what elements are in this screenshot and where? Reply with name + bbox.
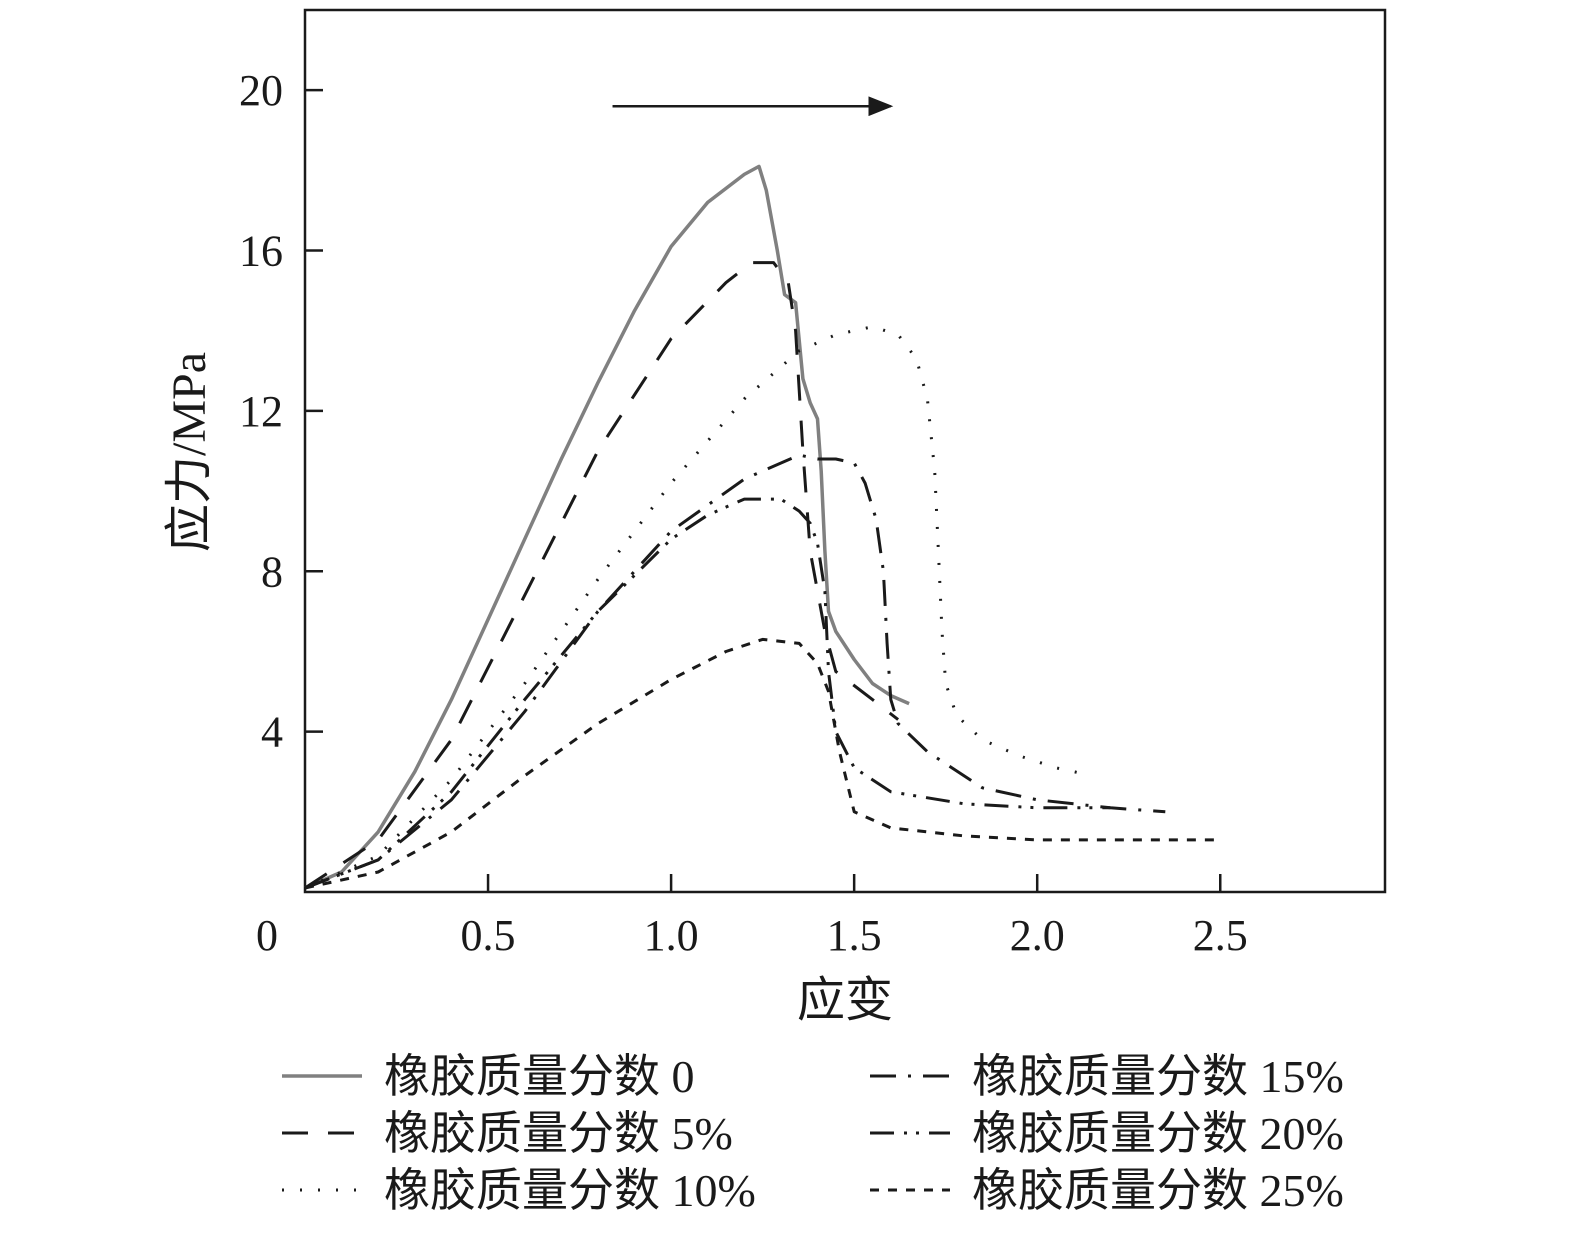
legend-label-0: 橡胶质量分数 0	[384, 1051, 695, 1102]
x-tick-label: 2.5	[1193, 911, 1248, 960]
series-line-0	[304, 164, 910, 890]
x-tick-label: 0	[256, 911, 278, 960]
series-line-4	[304, 497, 1111, 890]
y-axis-title: 应力/MPa	[163, 352, 216, 552]
legend-label-5: 橡胶质量分数 25%	[972, 1165, 1344, 1216]
legend-label-2: 橡胶质量分数 10%	[384, 1165, 756, 1216]
series-line-1	[304, 261, 900, 890]
legend: 橡胶质量分数 0 橡胶质量分数 5% 橡胶质量分数 10% 橡胶质量分数 15% 橡胶质…	[282, 1051, 1344, 1216]
x-tick-label: 1.0	[644, 911, 699, 960]
x-tick-label: 1.5	[827, 911, 882, 960]
y-tick-label: 12	[239, 387, 283, 436]
legend-label-1: 橡胶质量分数 5%	[384, 1108, 733, 1159]
x-tick-label: 0.5	[461, 911, 516, 960]
series-line-3	[304, 453, 1166, 890]
y-tick-label: 4	[261, 708, 283, 757]
legend-label-4: 橡胶质量分数 20%	[972, 1108, 1344, 1159]
series-lines	[304, 164, 1221, 890]
y-tick-label: 16	[239, 227, 283, 276]
legend-label-3: 橡胶质量分数 15%	[972, 1051, 1344, 1102]
y-tick-label: 8	[261, 547, 283, 596]
plot-frame	[303, 8, 1387, 894]
x-axis-title: 应变	[797, 974, 893, 1027]
y-axis-ticks: 4 8 12 16 20	[239, 66, 323, 757]
y-tick-label: 20	[239, 66, 283, 115]
x-axis-ticks: 0 0.5 1.0 1.5 2.0 2.5	[256, 874, 1248, 960]
x-tick-label: 2.0	[1010, 911, 1065, 960]
series-line-5	[304, 637, 1221, 890]
